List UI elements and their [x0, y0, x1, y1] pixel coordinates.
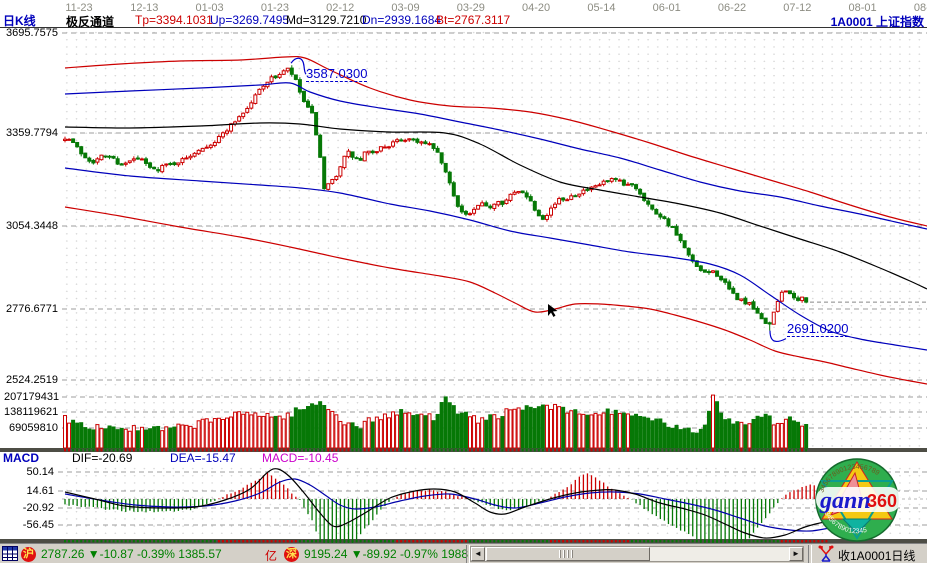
price-tick-label: 3054.3448	[6, 220, 58, 232]
channel-line-dn	[64, 167, 927, 351]
scrollbar-thumb[interactable]	[486, 547, 650, 561]
param-md: Md=3129.7210	[286, 13, 367, 27]
shenzhen-market-icon[interactable]: 深	[284, 547, 299, 562]
volume-tick-label: 138119621	[4, 406, 59, 418]
channel-line-up	[64, 82, 927, 230]
horizontal-scrollbar[interactable]: ◄ ►	[470, 546, 804, 562]
channel-line-tp	[64, 55, 927, 227]
date-tick-label: 06-01	[652, 2, 681, 14]
macd-macd-value: MACD=-10.45	[262, 451, 339, 465]
macd-tick-label: 50.14	[26, 466, 54, 478]
price-tick-label: 2524.2519	[6, 374, 58, 386]
channel-line-bt	[64, 206, 927, 385]
macd-dea-value: DEA=-15.47	[170, 451, 236, 465]
macd-tick-label: -56.45	[22, 519, 54, 531]
statusbar-divider-left	[466, 545, 470, 563]
macd-tick-label: 14.61	[26, 485, 54, 497]
shenzhen-index-quote: 9195.24 ▼-89.92 -0.97% 1988.39	[304, 547, 485, 561]
shanghai-index-quote: 2787.26 ▼-10.87 -0.39% 1385.57	[41, 547, 222, 561]
volume-tick-label: 207179431	[4, 391, 60, 403]
grid-icon[interactable]	[2, 546, 18, 561]
low-price-annotation: 2691.0200	[787, 321, 849, 337]
price-tick-label: 3359.7794	[6, 127, 58, 139]
period-label[interactable]: 日K线	[3, 14, 36, 28]
macd-panel-title[interactable]: MACD	[3, 451, 39, 465]
date-tick-label: 04-20	[522, 2, 551, 14]
logo-text-gann: gann	[819, 488, 871, 514]
param-tp: Tp=3394.1031	[135, 13, 213, 27]
status-bar: 沪 2787.26 ▼-10.87 -0.39% 1385.57 亿 深 919…	[0, 543, 927, 563]
param-dn: Dn=2939.1684	[362, 13, 442, 27]
logo-text-360: 360	[867, 491, 897, 511]
date-tick-label: 11-23	[65, 2, 93, 14]
statusbar-divider-right	[808, 545, 812, 563]
date-tick-label: 08-01	[848, 2, 877, 14]
param-bt: Bt=2767.3117	[436, 13, 511, 27]
header-divider	[0, 27, 927, 28]
antenna-icon	[818, 545, 834, 563]
param-up: Up=3269.7495	[210, 13, 290, 27]
scroll-left-button[interactable]: ◄	[471, 547, 485, 561]
high-price-annotation: 3587.0300	[306, 66, 368, 82]
scroll-right-button[interactable]: ►	[789, 547, 803, 561]
price-tick-label: 3695.7575	[6, 27, 58, 39]
high-annotation-pointer	[290, 57, 307, 75]
shanghai-turnover-unit: 亿	[265, 549, 278, 563]
date-tick-label: 07-12	[783, 2, 812, 14]
chart-canvas[interactable]	[0, 0, 927, 543]
date-tick-label: 12-13	[130, 2, 159, 14]
date-tick-label: 01-03	[195, 2, 224, 14]
indicator-name[interactable]: 极反通道	[66, 15, 115, 29]
price-tick-label: 2776.6771	[6, 303, 58, 315]
date-tick-label: 03-09	[391, 2, 420, 14]
date-tick-label: 01-23	[260, 2, 289, 14]
date-tick-label: 06-22	[717, 2, 747, 14]
channel-line-md	[64, 122, 927, 290]
dif-line	[64, 468, 841, 539]
low-annotation-pointer	[769, 330, 787, 343]
volume-tick-label: 69059810	[9, 422, 58, 434]
shanghai-market-icon[interactable]: 沪	[21, 547, 36, 562]
date-tick-label: 08-21	[913, 2, 927, 14]
scrollbar-grip	[559, 550, 573, 558]
date-tick-label: 02-12	[326, 2, 355, 14]
gann360-logo: 34567890123456789 23456789012345 gann 36…	[815, 458, 901, 542]
macd-tick-label: -20.92	[22, 502, 54, 514]
date-tick-label: 03-29	[456, 2, 485, 14]
date-tick-label: 05-14	[587, 2, 616, 14]
mouse-cursor	[548, 304, 558, 317]
feed-status-label[interactable]: 收1A0001日线	[838, 549, 916, 563]
macd-dif-value: DIF=-20.69	[72, 451, 133, 465]
symbol-label[interactable]: 1A0001 上证指数	[830, 15, 924, 29]
